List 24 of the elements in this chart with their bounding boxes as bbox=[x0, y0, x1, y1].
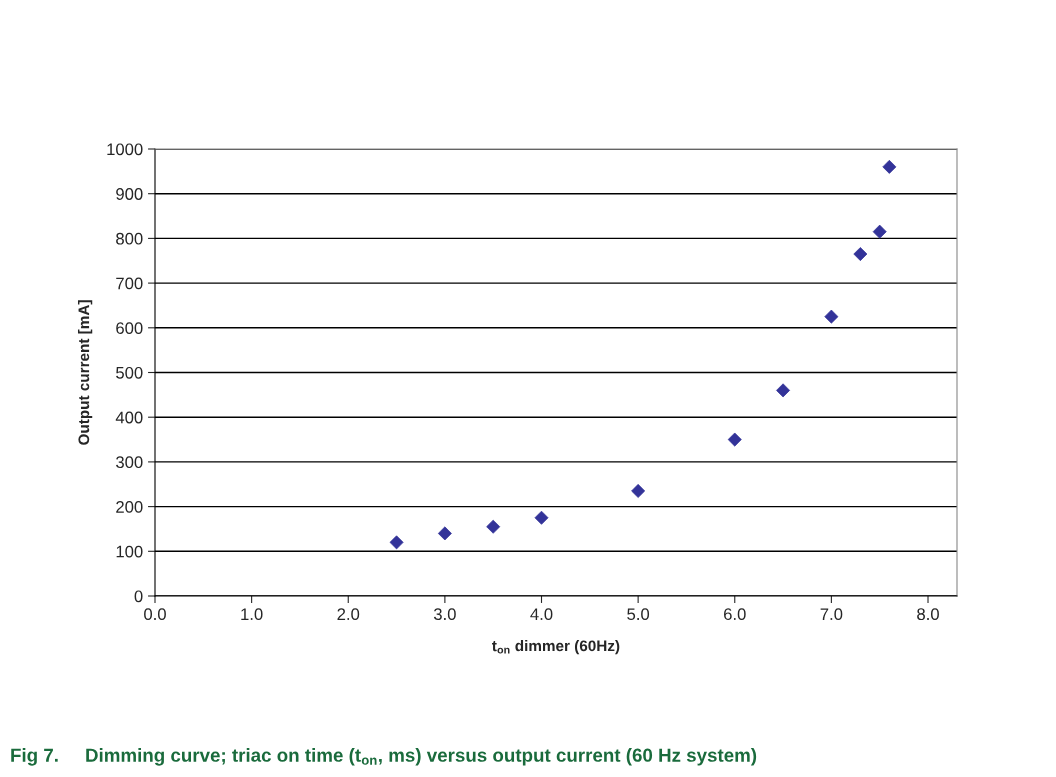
x-tick-label: 6.0 bbox=[724, 608, 746, 621]
caption: Fig 7. Dimming curve; triac on time (t$_{on}$, ms) versus output current (60 Hz system) bbox=[11, 748, 757, 766]
y-tick-label: 800 bbox=[116, 232, 143, 245]
y-tick-label: 700 bbox=[116, 277, 143, 290]
y-tick-label: 300 bbox=[116, 456, 143, 469]
y-tick-label: 0 bbox=[134, 590, 143, 603]
x-tick-label: 5.0 bbox=[627, 608, 650, 621]
x-tick-label: 7.0 bbox=[820, 608, 843, 621]
x-axis-title: t$_{on}$ dimmer (60Hz) bbox=[492, 640, 620, 655]
x-tick-label: 0.0 bbox=[144, 608, 166, 621]
x-tick-label: 2.0 bbox=[337, 608, 360, 621]
x-tick-label: 8.0 bbox=[917, 608, 939, 621]
x-tick-label: 1.0 bbox=[241, 608, 263, 621]
y-tick-label: 200 bbox=[116, 501, 143, 513]
point bbox=[486, 519, 501, 534]
y-tick-label: 900 bbox=[116, 188, 143, 200]
y-tick-label: 500 bbox=[116, 366, 143, 379]
x-tick-label: 4.0 bbox=[530, 608, 553, 621]
y-tick-label: 100 bbox=[116, 545, 143, 558]
y-tick-label: 400 bbox=[115, 411, 143, 424]
y-axis-title: Output current [mA] bbox=[77, 300, 93, 445]
y-tick-label: 1000 bbox=[107, 143, 143, 156]
y-tick-label: 600 bbox=[116, 322, 143, 334]
x-tick-label: 3.0 bbox=[433, 608, 456, 621]
